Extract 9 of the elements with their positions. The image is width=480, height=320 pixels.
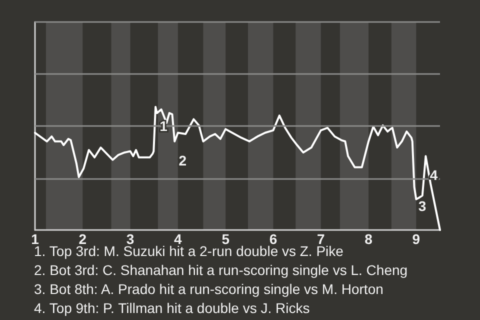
annotation: 1	[160, 118, 168, 134]
annotation: 2	[178, 152, 187, 168]
text: 3. Bot 8th: A. Prado hit a run-scoring single vs M. Horton	[34, 281, 384, 297]
text: 2. Bot 3rd: C. Shanahan hit a run-scoring single vs L. Cheng	[34, 262, 408, 278]
annotation: 3	[418, 198, 426, 214]
x-tick-label: 9	[412, 231, 420, 247]
annotation: 4	[430, 167, 438, 184]
text: 4. Top 9th: P. Tillman hit a double vs J. Ricks	[34, 300, 310, 316]
x-tick-label: 8	[364, 231, 373, 247]
